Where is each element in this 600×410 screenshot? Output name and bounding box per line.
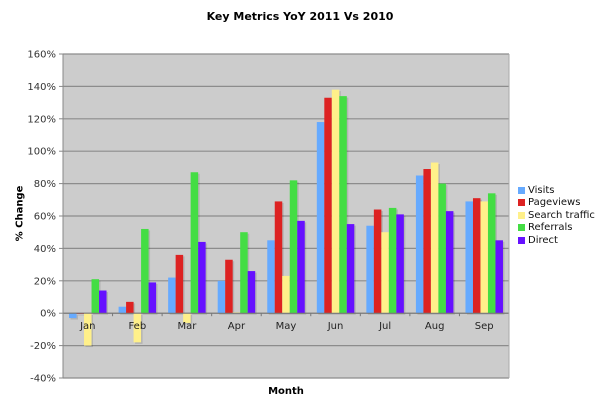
bar-direct-jul (396, 214, 404, 314)
bar-referrals-jun (339, 96, 347, 314)
x-category-label: Feb (128, 321, 146, 332)
bar-search-traffic-may (282, 275, 290, 314)
bar-direct-may (297, 220, 305, 314)
legend-swatch-icon (518, 211, 525, 219)
bars (69, 89, 505, 348)
bar-referrals-jul (388, 207, 397, 314)
legend: Visits Pageviews Search traffic Referrals Di… (518, 184, 595, 247)
y-tick-label: -40% (30, 374, 56, 385)
bar-pageviews-mar (175, 254, 184, 314)
x-category-label: Jun (327, 321, 344, 332)
bar-referrals-mar (190, 172, 199, 314)
x-category-label: Jul (378, 321, 391, 332)
bar-visits-mar (168, 277, 176, 314)
bar-search-traffic-jun (331, 89, 340, 314)
bar-pageviews-apr (225, 259, 233, 314)
bar-direct-mar (198, 241, 206, 314)
bar-search-traffic-jul (381, 232, 389, 314)
x-category-label: Apr (228, 321, 246, 332)
legend-label: Visits (528, 184, 555, 196)
x-axis-title: Month (268, 386, 304, 397)
legend-label: Pageviews (528, 197, 581, 209)
y-tick-label: 80% (34, 179, 56, 190)
legend-item: Referrals (518, 222, 595, 235)
bar-visits-sep (465, 201, 473, 314)
x-category-label: Aug (425, 321, 445, 332)
legend-label: Direct (528, 234, 558, 246)
y-tick-label: 60% (34, 212, 56, 223)
bar-referrals-sep (487, 193, 496, 314)
bar-search-traffic-aug (430, 162, 439, 314)
bar-referrals-aug (438, 183, 446, 314)
y-tick-label: 20% (34, 276, 56, 287)
bar-visits-jun (316, 122, 325, 314)
bar-visits-may (267, 240, 275, 314)
x-category-label: Sep (475, 321, 494, 332)
y-tick-label: 160% (27, 50, 56, 61)
x-category-label: Jan (79, 321, 95, 332)
legend-label: Referrals (528, 222, 573, 234)
bar-referrals-apr (240, 232, 248, 314)
legend-swatch-icon (518, 224, 525, 232)
y-tick-label: 0% (40, 309, 56, 320)
bar-pageviews-may (274, 201, 283, 314)
legend-swatch-icon (518, 236, 525, 244)
bar-pageviews-jul (373, 209, 382, 314)
bar-visits-apr (217, 280, 226, 314)
legend-swatch-icon (518, 186, 525, 194)
bar-visits-jul (366, 225, 374, 314)
y-tick-label: 140% (27, 82, 56, 93)
bar-pageviews-aug (423, 169, 431, 314)
bar-shadow (234, 313, 242, 315)
bar-search-traffic-mar (183, 313, 191, 323)
bar-direct-feb (148, 282, 157, 314)
y-axis-ticks: 160% 140% 120% 100% 80% 60% 40% 20% 0% -20% -40% (27, 50, 63, 385)
bar-search-traffic-sep (480, 201, 488, 314)
y-tick-label: 120% (27, 114, 56, 125)
chart-title: Key Metrics YoY 2011 Vs 2010 (206, 10, 394, 23)
y-tick-label: -20% (30, 341, 56, 352)
bar-search-traffic-feb (133, 313, 142, 343)
bar-visits-aug (415, 175, 424, 314)
bar-direct-sep (495, 240, 503, 314)
x-category-label: Mar (177, 321, 197, 332)
bar-visits-jan (69, 313, 77, 319)
bar-pageviews-feb (126, 301, 134, 314)
bar-referrals-jan (91, 279, 100, 314)
x-axis-category-labels: Jan Feb Mar Apr May Jun Jul Aug Sep (63, 312, 509, 332)
bar-direct-jan (99, 290, 107, 314)
legend-label: Search traffic (528, 209, 595, 221)
y-tick-label: 100% (27, 147, 56, 158)
bar-pageviews-jun (324, 97, 332, 314)
legend-item: Pageviews (518, 197, 595, 210)
y-tick-label: 40% (34, 244, 56, 255)
x-category-label: May (276, 321, 297, 332)
legend-item: Visits (518, 184, 595, 197)
bar-visits-feb (118, 306, 127, 314)
bar-search-traffic-jan (84, 313, 92, 346)
bar-direct-apr (247, 271, 256, 314)
bar-referrals-may (289, 180, 298, 314)
bar-referrals-feb (141, 228, 149, 314)
bar-shadow (78, 314, 86, 316)
bar-direct-jun (346, 224, 355, 314)
legend-swatch-icon (518, 199, 525, 207)
legend-item: Direct (518, 234, 595, 247)
bar-pageviews-sep (472, 198, 481, 314)
legend-item: Search traffic (518, 209, 595, 222)
bar-direct-aug (445, 211, 454, 314)
